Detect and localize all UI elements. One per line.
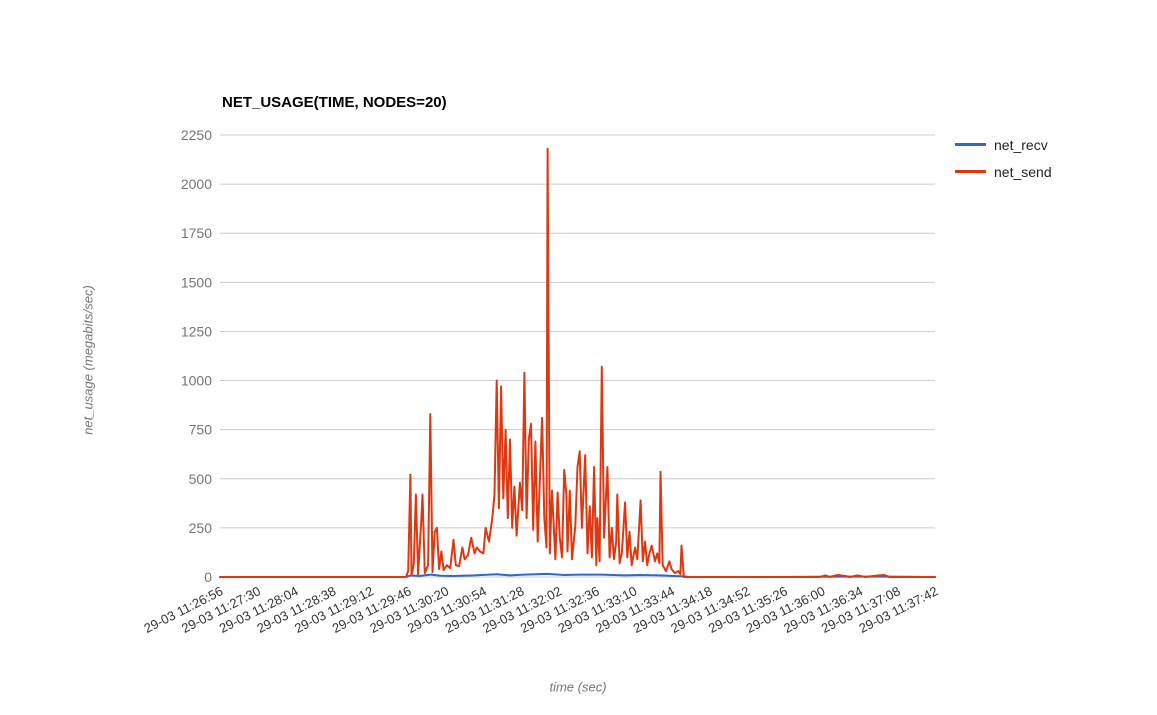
y-axis-title: net_usage (megabits/sec) — [80, 285, 96, 435]
y-tick-label: 1750 — [181, 225, 212, 241]
legend-swatch-net-recv — [955, 143, 986, 146]
chart-title: NET_USAGE(TIME, NODES=20) — [222, 94, 447, 111]
y-tick-label: 1000 — [181, 373, 212, 389]
legend-swatch-net-send — [955, 170, 986, 173]
legend-item-net-recv: net_recv — [955, 134, 1052, 155]
legend-item-net-send: net_send — [955, 161, 1052, 182]
y-tick-label: 250 — [189, 520, 213, 536]
y-tick-label: 2250 — [181, 127, 212, 143]
legend-label-net-send: net_send — [994, 163, 1052, 180]
y-tick-label: 2000 — [181, 176, 212, 192]
y-tick-label: 1250 — [181, 323, 212, 339]
series-line-net_send — [219, 147, 936, 578]
legend: net_recv net_send — [955, 134, 1052, 188]
y-tick-label: 750 — [189, 422, 213, 438]
y-tick-label: 1500 — [181, 274, 212, 290]
x-axis-title: time (sec) — [549, 679, 607, 695]
y-tick-label: 500 — [189, 471, 213, 487]
y-tick-label: 0 — [204, 569, 212, 585]
legend-label-net-recv: net_recv — [994, 136, 1048, 153]
